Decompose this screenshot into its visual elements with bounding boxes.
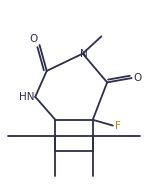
Text: HN: HN: [19, 92, 34, 102]
Text: O: O: [29, 34, 37, 44]
Text: O: O: [134, 73, 142, 83]
Text: F: F: [115, 121, 120, 131]
Text: N: N: [80, 49, 87, 59]
